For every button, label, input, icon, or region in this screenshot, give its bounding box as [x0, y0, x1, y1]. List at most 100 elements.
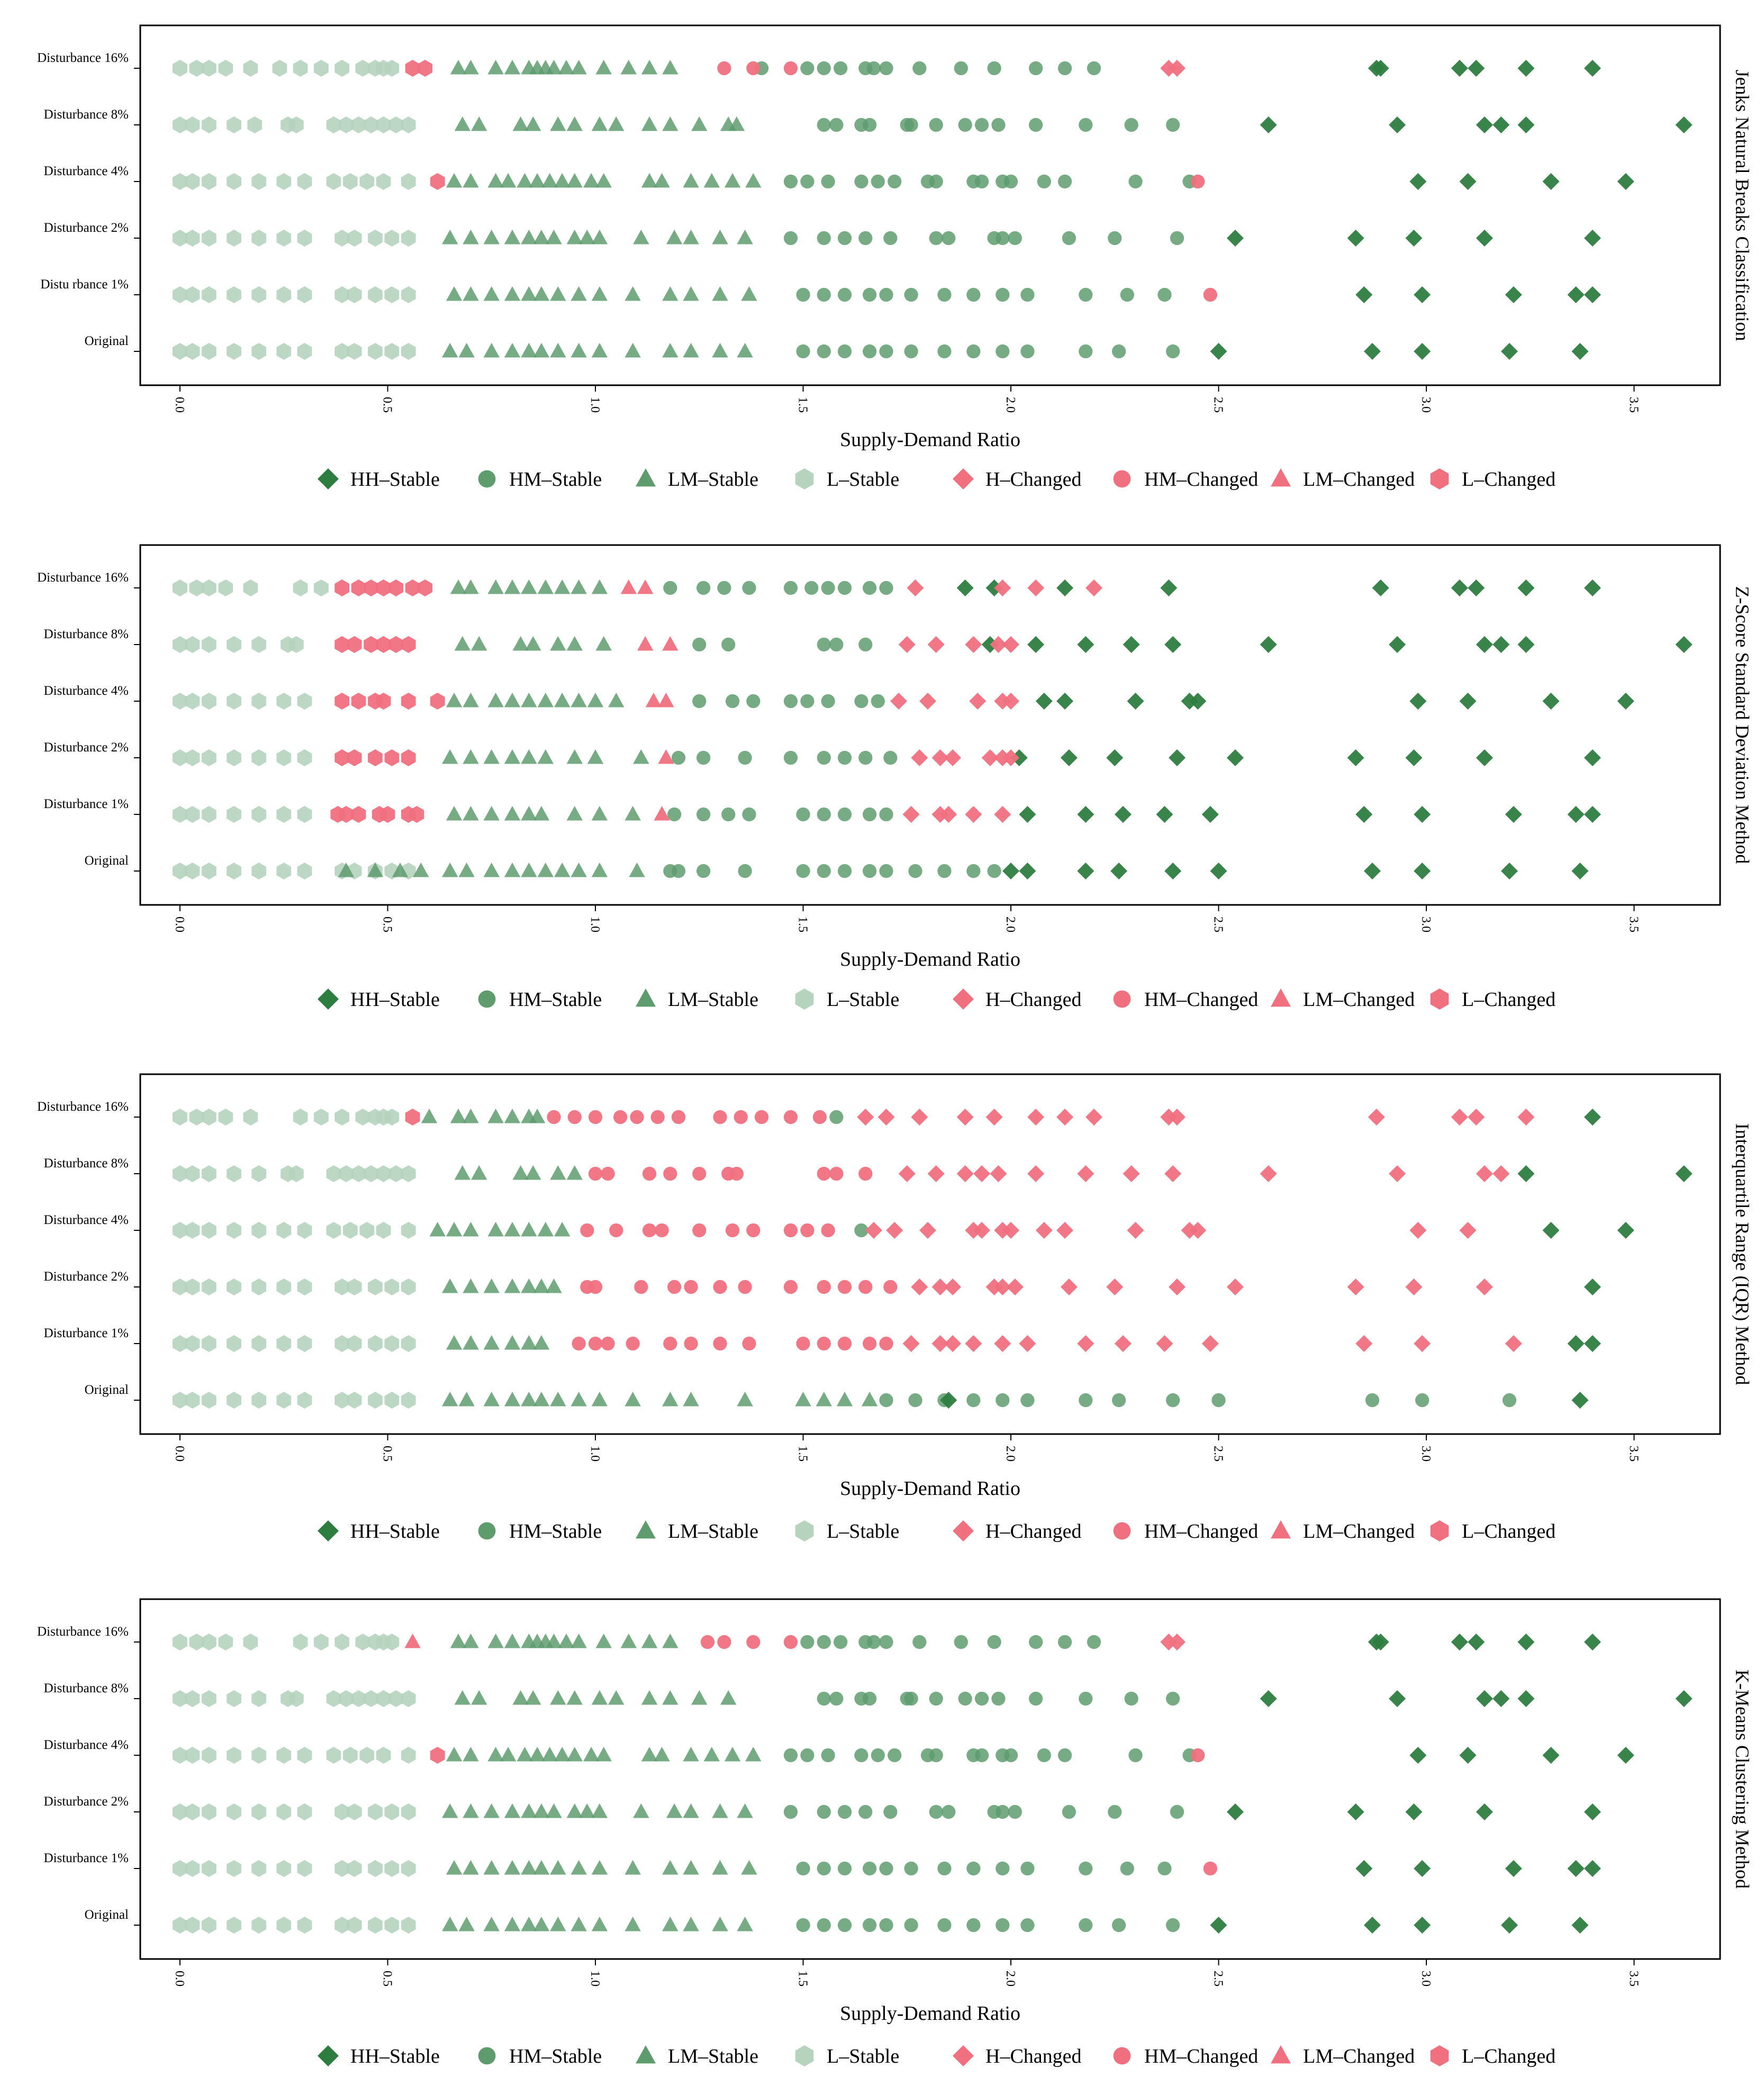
legend-marker-lm-changed [1271, 1520, 1291, 1539]
data-point-hm-changed [700, 1635, 715, 1649]
data-point-h-changed [1127, 1222, 1144, 1239]
data-point-l-stable [202, 1165, 216, 1182]
data-point-hm-stable [1020, 344, 1035, 359]
legend-marker-l-changed [1430, 2045, 1449, 2066]
data-point-hh-stable [1584, 1860, 1601, 1877]
data-point-h-changed [1035, 1222, 1053, 1239]
data-point-lm-stable [654, 1747, 670, 1762]
data-point-hm-stable [1062, 1804, 1077, 1819]
data-point-hh-stable [1571, 1392, 1589, 1409]
x-tick-label: 1.0 [588, 1446, 602, 1462]
data-point-lm-stable [595, 636, 612, 651]
data-point-lm-changed [620, 579, 637, 594]
legend: HH–Stable HM–Stable LM–Stable L–Stable H–Cha… [318, 988, 1555, 1011]
data-point-h-changed [1027, 1109, 1045, 1126]
data-point-hm-stable [942, 1804, 956, 1819]
data-point-lm-stable [483, 863, 500, 877]
data-point-lm-stable [795, 1392, 811, 1407]
data-point-hm-stable [692, 694, 707, 709]
data-point-hm-stable [1166, 1918, 1180, 1933]
data-point-lm-stable [583, 1747, 600, 1762]
data-point-l-stable [401, 1165, 416, 1182]
data-point-lm-stable [583, 173, 600, 188]
data-point-l-stable [388, 1690, 404, 1707]
data-point-l-stable [243, 579, 258, 596]
data-point-lm-changed [658, 693, 674, 708]
data-point-l-stable [355, 1634, 370, 1650]
data-point-hm-changed [580, 1223, 594, 1238]
data-point-hm-stable [1003, 1748, 1018, 1763]
data-point-hh-stable [1468, 60, 1485, 77]
row-label: Disturbance 2% [44, 1794, 129, 1809]
data-point-l-stable [227, 1165, 241, 1182]
data-point-h-changed [1517, 1109, 1535, 1126]
data-point-hh-stable [1002, 863, 1019, 879]
data-point-hm-stable [987, 61, 1001, 76]
x-tick-label: 0.0 [173, 917, 186, 932]
data-point-lm-stable [521, 286, 537, 301]
data-point-lm-stable [442, 1278, 458, 1293]
legend-label: HM–Stable [509, 468, 602, 491]
x-tick-label: 0.0 [173, 1446, 186, 1462]
data-point-hm-stable [1079, 1691, 1093, 1706]
data-point-lm-changed [662, 636, 679, 651]
data-point-h-changed [1106, 1278, 1124, 1295]
data-point-h-changed [1156, 1335, 1173, 1352]
data-point-lm-stable [737, 343, 753, 358]
x-tick-label: 1.5 [796, 917, 810, 932]
data-point-hm-stable [966, 1861, 981, 1876]
data-point-hm-stable [1079, 287, 1093, 302]
data-point-hm-changed [630, 1110, 644, 1124]
data-point-hm-stable [804, 581, 819, 595]
data-point-lm-changed [404, 1634, 421, 1648]
data-point-hm-stable [974, 117, 989, 132]
x-tick-label: 1.5 [796, 397, 810, 413]
data-point-l-stable [173, 1860, 187, 1877]
x-axis-label: Supply-Demand Ratio [840, 2002, 1020, 2025]
data-point-h-changed [1077, 1335, 1094, 1352]
data-point-lm-stable [512, 636, 529, 651]
data-point-l-stable [401, 1803, 416, 1820]
data-point-hh-stable [1476, 116, 1493, 133]
data-point-hh-stable [956, 579, 974, 596]
data-point-hh-stable [1372, 579, 1389, 596]
data-point-hm-changed [588, 1280, 603, 1294]
data-point-l-stable [368, 1803, 383, 1820]
data-point-lm-stable [571, 1634, 587, 1648]
data-point-lm-stable [504, 749, 521, 764]
data-point-l-stable [347, 1860, 362, 1877]
legend-label: L–Stable [827, 468, 899, 491]
data-point-h-changed [1002, 636, 1019, 653]
data-point-hm-stable [783, 1804, 798, 1819]
row-label: Original [85, 854, 129, 868]
data-point-lm-stable [633, 230, 649, 244]
data-point-hh-stable [1355, 806, 1373, 823]
data-point-lm-stable [712, 230, 728, 244]
data-point-l-stable [276, 1860, 292, 1877]
data-point-hh-stable [1675, 116, 1693, 133]
data-point-l-stable [384, 343, 400, 360]
data-point-h-changed [973, 1165, 991, 1182]
data-point-lm-stable [641, 1747, 658, 1762]
legend-label: H–Changed [985, 988, 1082, 1011]
data-point-l-stable [227, 116, 241, 133]
data-point-lm-stable [633, 1803, 649, 1818]
data-point-hm-changed [858, 1166, 873, 1181]
data-point-l-stable [251, 1222, 266, 1239]
data-point-lm-stable [446, 286, 463, 301]
data-point-hh-stable [1201, 806, 1219, 823]
data-point-hm-changed [746, 61, 761, 76]
data-point-hm-changed [783, 1635, 798, 1649]
legend-label: H–Changed [985, 1520, 1082, 1543]
data-point-l-stable [251, 806, 266, 823]
data-point-hm-changed [817, 1280, 831, 1294]
data-point-l-stable [173, 173, 187, 190]
data-point-l-stable [297, 693, 312, 710]
data-point-h-changed [890, 693, 908, 710]
data-point-l-stable [401, 1222, 416, 1239]
data-point-hh-stable [1110, 863, 1128, 879]
data-point-lm-stable [471, 636, 487, 651]
data-point-hm-stable [834, 61, 848, 76]
data-point-lm-stable [620, 1634, 637, 1648]
data-point-hm-changed [547, 1110, 561, 1124]
